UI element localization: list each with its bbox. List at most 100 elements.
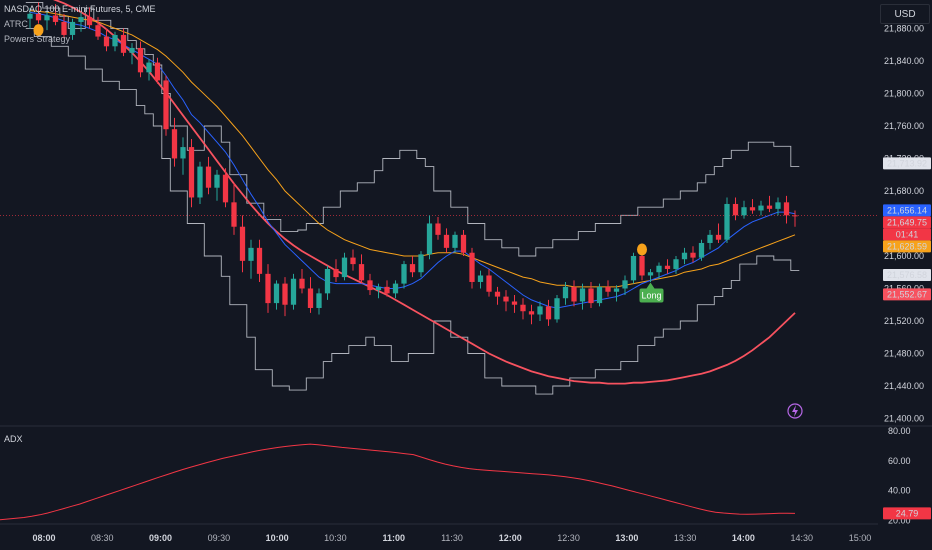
time-tick-label: 12:00	[499, 533, 522, 543]
long-label-arrow	[646, 282, 655, 289]
candle-body	[656, 265, 662, 273]
price-label-text: 21,628.59	[887, 241, 927, 251]
time-tick-label: 09:30	[208, 533, 231, 543]
candle-body	[163, 80, 169, 130]
candle-body	[758, 205, 764, 211]
price-tick-label: 21,880.00	[884, 23, 924, 33]
candle-body	[222, 174, 229, 203]
candle-body	[324, 268, 331, 294]
candle-body	[792, 215, 798, 217]
adx-last-label-text: 24.79	[896, 508, 919, 518]
candle-body	[503, 296, 509, 302]
candle-body	[367, 280, 373, 291]
symbol-title[interactable]: NASDAQ 100 E-mini Futures, 5, CME	[4, 4, 156, 14]
candle-body	[783, 202, 790, 216]
time-tick-label: 11:00	[382, 533, 405, 543]
price-labels: 21,713.92 21,656.14 21,649.75 01:41 21,628.5…	[883, 157, 931, 520]
candle-body	[630, 255, 637, 281]
time-axis[interactable]: 08:00 08:30 09:00 09:30 10:00 10:30 11:00 11:30…	[32, 533, 871, 543]
candle-body	[205, 166, 212, 188]
price-label-text: 21,576.58	[887, 270, 927, 280]
candle-body	[707, 234, 713, 243]
adx-tick-label: 40.00	[888, 486, 911, 496]
candle-body	[112, 34, 118, 47]
long-label-box	[639, 288, 664, 303]
candle-body	[426, 223, 433, 255]
time-tick-label: 10:00	[266, 533, 289, 543]
candle-body	[664, 265, 671, 269]
price-tick-label: 21,760.00	[884, 121, 924, 131]
candle-body	[384, 286, 390, 294]
candle-body	[307, 288, 314, 308]
candle-body	[69, 21, 76, 35]
lightning-icon-bolt	[792, 405, 798, 417]
price-tick-label: 21,840.00	[884, 56, 924, 66]
candle-body	[129, 47, 135, 53]
candle-body	[681, 252, 688, 260]
adx-tick-label: 60.00	[888, 456, 911, 466]
candle-body	[61, 21, 67, 35]
candle-body	[95, 25, 101, 37]
price-tick-label: 21,440.00	[884, 381, 924, 391]
candle-body	[401, 264, 407, 284]
indicator-atrc[interactable]: ATRC	[4, 19, 28, 29]
time-tick-label: 14:30	[790, 533, 813, 543]
candle-body	[333, 268, 339, 278]
time-tick-label: 13:30	[674, 533, 697, 543]
candle-body	[27, 13, 33, 19]
candle-body	[120, 34, 127, 53]
lightning-icon-circle	[787, 403, 803, 419]
candle-body	[358, 264, 365, 281]
candle-body	[265, 273, 271, 304]
adx-pane-title[interactable]: ADX	[4, 434, 23, 444]
candle-body	[520, 304, 526, 312]
candle-body	[647, 272, 654, 276]
price-label-text: 21,656.14	[887, 205, 927, 215]
candle-body	[562, 286, 569, 299]
candle-body	[197, 166, 203, 198]
candle-body	[214, 174, 220, 188]
candle-body	[673, 259, 679, 269]
candle-body	[749, 207, 756, 211]
candle-body	[86, 17, 93, 26]
candle-body	[146, 62, 152, 73]
strategy-markers: Long	[33, 24, 664, 303]
price-label-text: 21,552.67	[887, 289, 927, 299]
price-label-text: 01:41	[896, 229, 919, 239]
adx-last-label-bg	[883, 507, 931, 520]
currency-button[interactable]: USD	[880, 4, 930, 24]
candle-body	[273, 283, 280, 304]
candle-body	[435, 223, 441, 235]
candle-body	[732, 203, 739, 216]
candle-body	[639, 255, 645, 276]
indicator-powers-strategy[interactable]: Powers Strategy	[4, 34, 71, 44]
candle-body	[35, 13, 42, 21]
time-tick-label: 12:30	[557, 533, 580, 543]
candle-body	[545, 306, 552, 320]
price-label-text: 21,713.92	[887, 158, 927, 168]
candle-body	[698, 242, 705, 258]
price-tick-label: 21,680.00	[884, 186, 924, 196]
entry-signal-dot	[637, 243, 647, 256]
candle-body	[443, 234, 450, 248]
candle-body	[44, 15, 50, 21]
time-tick-label: 13:00	[615, 533, 638, 543]
candle-body	[290, 278, 297, 305]
candle-body	[724, 203, 730, 240]
price-label-bg	[883, 240, 931, 253]
candle-body	[78, 17, 84, 22]
lightning-icon[interactable]	[787, 403, 803, 419]
time-tick-label: 08:00	[32, 533, 55, 543]
candle-body	[690, 252, 696, 258]
price-label-bg	[883, 204, 931, 217]
candle-body	[299, 278, 305, 289]
candle-body	[341, 257, 348, 278]
channel-upper-line	[25, 1, 800, 257]
candle-body	[375, 286, 382, 291]
candle-body	[154, 62, 161, 81]
candle-body	[350, 257, 356, 265]
entry-signal-dot	[33, 24, 44, 37]
candle-body	[588, 288, 594, 304]
candle-body	[477, 275, 484, 282]
